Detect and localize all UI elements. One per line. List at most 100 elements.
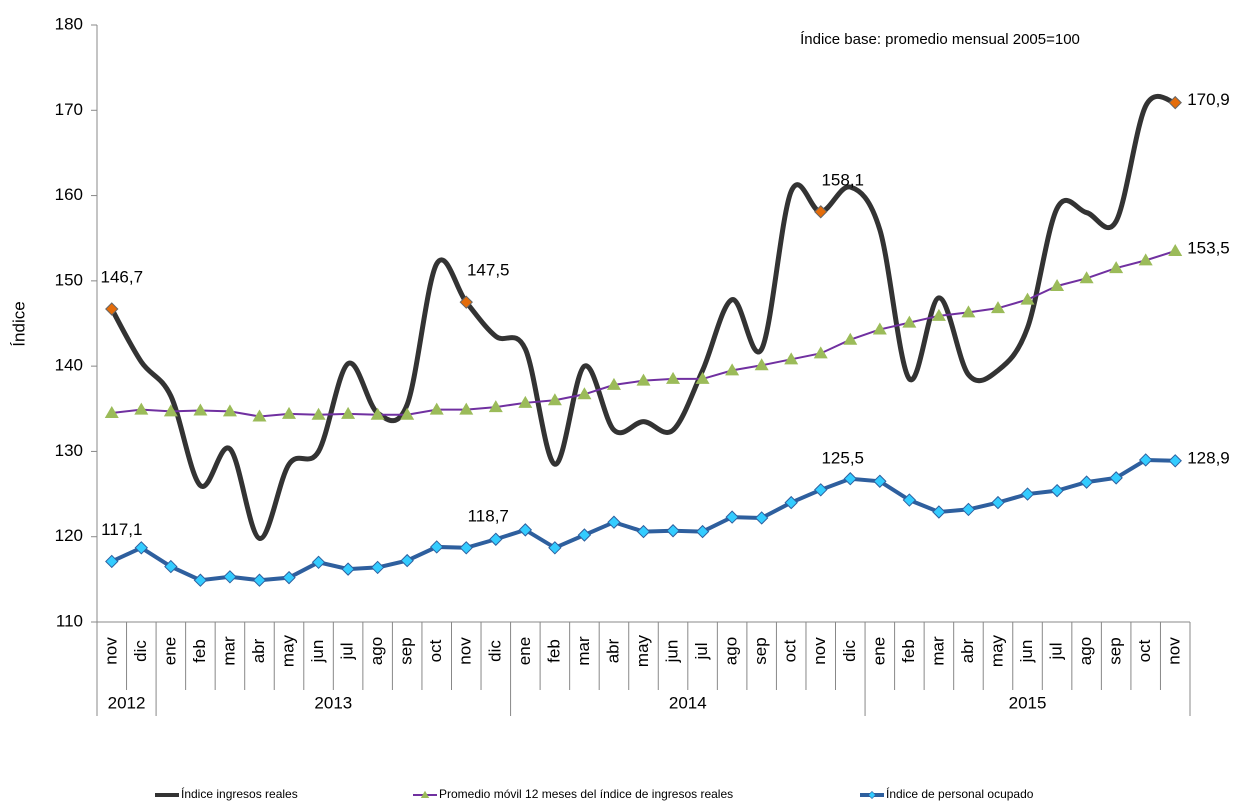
y-tick-label: 170 — [55, 100, 83, 119]
point — [1050, 278, 1065, 291]
x-tick-label: nov — [810, 637, 829, 665]
y-tick-label: 150 — [55, 270, 83, 289]
point — [1079, 475, 1094, 489]
x-tick-label: jun — [308, 640, 327, 664]
year-label: 2013 — [314, 693, 352, 712]
point — [1168, 244, 1183, 257]
point — [1109, 471, 1123, 485]
annotation: Índice base: promedio mensual 2005=100 — [800, 31, 1080, 48]
data-label: 158,1 — [821, 170, 864, 189]
point — [813, 346, 828, 359]
year-label: 2012 — [108, 693, 146, 712]
x-tick-label: ago — [367, 637, 386, 665]
x-tick-label: feb — [190, 639, 209, 663]
point — [341, 562, 355, 576]
x-tick-label: abr — [603, 638, 622, 663]
point — [193, 573, 208, 587]
point — [341, 406, 356, 419]
legend-label: Promedio móvil 12 meses del índice de in… — [439, 787, 733, 801]
x-tick-label: dic — [485, 640, 504, 662]
point — [459, 402, 474, 415]
y-tick-label: 140 — [55, 356, 83, 375]
point — [311, 407, 326, 420]
point — [104, 406, 119, 419]
point — [252, 409, 267, 422]
highlight-point — [814, 205, 828, 219]
data-label: 125,5 — [821, 448, 864, 467]
x-tick-label: dic — [131, 640, 150, 662]
point — [695, 371, 710, 384]
x-tick-label: ene — [869, 637, 888, 665]
point — [164, 559, 178, 574]
point — [636, 524, 651, 539]
point — [222, 404, 237, 417]
point — [1168, 454, 1182, 468]
x-tick-label: sep — [751, 637, 770, 664]
x-tick-label: feb — [544, 639, 563, 663]
point — [873, 474, 887, 488]
point — [518, 395, 533, 408]
x-tick-label: jul — [1047, 642, 1066, 660]
point — [459, 541, 473, 555]
x-tick-label: nov — [1165, 637, 1184, 665]
x-tick-label: jun — [663, 640, 682, 664]
point — [163, 404, 178, 417]
point — [577, 528, 592, 542]
x-tick-label: mar — [928, 636, 947, 666]
point — [606, 377, 621, 390]
x-tick-label: oct — [1135, 639, 1154, 662]
x-tick-label: ago — [722, 637, 741, 665]
y-tick-label: 120 — [55, 526, 83, 545]
point — [725, 510, 739, 524]
point — [134, 402, 149, 415]
series-line — [111, 250, 1176, 418]
data-label: 153,5 — [1187, 238, 1230, 257]
point — [666, 371, 681, 384]
year-label: 2014 — [669, 693, 707, 712]
x-tick-label: mar — [219, 636, 238, 666]
point — [695, 524, 710, 539]
point — [932, 505, 946, 519]
legend-label: Índice ingresos reales — [181, 786, 298, 801]
x-tick-label: sep — [1106, 637, 1125, 664]
y-axis-title: Índice — [9, 301, 28, 346]
point — [725, 363, 740, 376]
x-tick-label: may — [633, 634, 652, 667]
point — [311, 555, 326, 570]
point — [754, 358, 769, 371]
point — [902, 315, 917, 328]
point — [193, 403, 208, 416]
point — [961, 305, 976, 318]
point — [134, 541, 149, 555]
legend-marker — [867, 790, 877, 800]
point — [1138, 253, 1153, 266]
data-label: 117,1 — [101, 520, 142, 539]
point — [489, 532, 503, 546]
x-tick-label: mar — [574, 636, 593, 666]
point — [400, 553, 414, 568]
x-tick-label: ago — [1076, 637, 1095, 665]
x-tick-label: jul — [338, 642, 357, 660]
x-tick-label: jun — [1017, 640, 1036, 664]
point — [902, 493, 917, 507]
point — [666, 524, 680, 538]
point — [370, 407, 385, 420]
point — [282, 406, 297, 419]
point — [931, 308, 946, 321]
x-tick-label: nov — [101, 637, 120, 665]
point — [814, 483, 828, 497]
point — [843, 332, 858, 345]
x-tick-label: ene — [160, 637, 179, 665]
data-label: 128,9 — [1187, 448, 1230, 467]
point — [488, 400, 503, 413]
point — [223, 570, 237, 584]
point — [1079, 271, 1094, 284]
x-tick-label: feb — [899, 639, 918, 663]
point — [548, 541, 562, 555]
y-tick-label: 110 — [56, 611, 83, 630]
point — [607, 515, 621, 529]
x-tick-label: oct — [426, 639, 445, 662]
x-tick-label: may — [987, 634, 1006, 667]
x-tick-label: oct — [781, 639, 800, 662]
point — [105, 554, 119, 569]
